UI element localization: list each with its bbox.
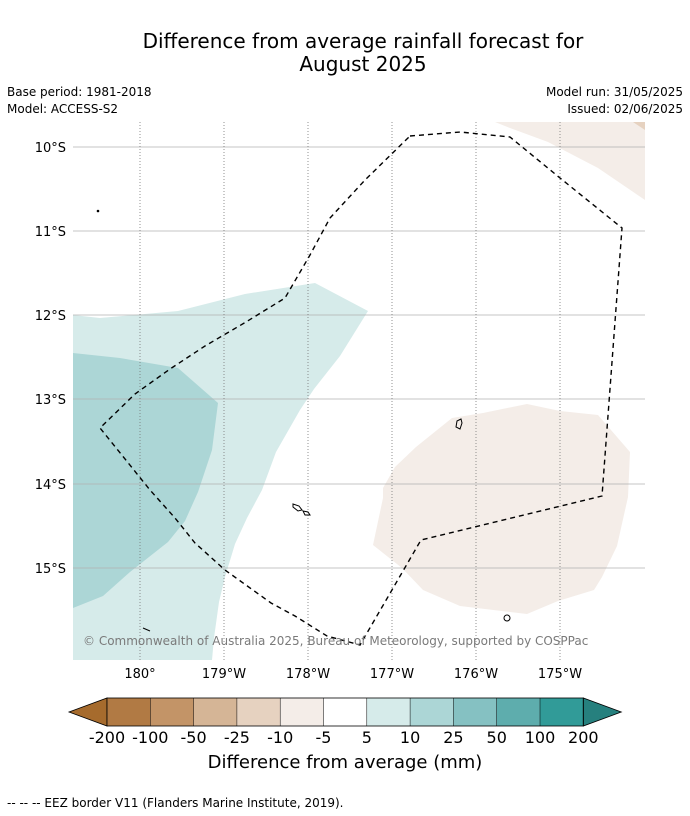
island-uvea-islet [292,503,303,512]
islands [96,209,511,632]
colorbar-segment [366,698,411,726]
lon-label-177w: 177°W [370,667,414,682]
colorbar-segment [236,698,281,726]
colorbar-segment [107,698,151,726]
eez-border [99,131,623,646]
colorbar-tick-label: 25 [443,728,463,747]
anomaly-region-slightly-dry-ne [495,122,645,200]
colorbar-extend-high [582,697,623,727]
colorbar-segment [410,698,454,726]
lat-label-11s: 11°S [35,225,66,240]
colorbar-tick-label: -100 [132,728,168,747]
colorbar: -200 -100 -50 -25 -10 -5 5 10 25 50 100 200 [67,697,623,747]
copyright-notice: © Commonwealth of Australia 2025, Bureau… [83,634,588,648]
island-dot [96,209,100,213]
island-futuna-islet [503,614,511,622]
title-line-1: Difference from average rainfall forecas… [142,29,584,53]
latitude-gridlines [73,146,645,569]
colorbar-tick-label: 10 [400,728,420,747]
colorbar-tick-label: -50 [181,728,207,747]
colorbar-tick-label: 100 [525,728,556,747]
colorbar-tick-label: 50 [487,728,507,747]
lon-label-179w: 179°W [202,667,246,682]
colorbar-segment [193,698,237,726]
issued-date: Issued: 02/06/2025 [567,102,683,116]
anomaly-region-wet-medium [73,353,218,608]
meta-right: Model run: 31/05/2025 Issued: 02/06/2025 [546,84,683,118]
lat-label-10s: 10°S [35,141,66,156]
lon-label-178w: 178°W [286,667,330,682]
colorbar-segment [280,698,324,726]
colorbar-segment [496,698,540,726]
colorbar-tick-label: -200 [89,728,125,747]
base-period: Base period: 1981-2018 [7,85,152,99]
colorbar-tick-label: -10 [267,728,293,747]
lon-label-176w: 176°W [454,667,498,682]
lat-label-14s: 14°S [35,478,66,493]
colorbar-tick-label: 200 [568,728,599,747]
meta-left: Base period: 1981-2018 Model: ACCESS-S2 [7,84,152,118]
anomaly-region-slightly-dry-se [373,404,630,614]
colorbar-tick-label: -5 [316,728,332,747]
colorbar-segment [453,698,497,726]
lat-label-15s: 15°S [35,562,66,577]
model-run: Model run: 31/05/2025 [545,85,683,99]
longitude-labels: 180° 179°W 178°W 177°W 176°W 175°W [124,667,582,682]
lat-label-12s: 12°S [35,309,66,324]
colorbar-title: Difference from average (mm) [207,752,483,773]
lon-label-180: 180° [124,667,155,682]
lat-label-13s: 13°S [35,393,66,408]
latitude-labels: 10°S 11°S 12°S 13°S 14°S 15°S [35,141,66,577]
rainfall-anomaly-fields [73,122,645,660]
colorbar-segment [150,698,194,726]
colorbar-segment [323,698,367,726]
colorbar-tick-label: 5 [362,728,372,747]
colorbar-segment [540,698,584,726]
colorbar-tick-label: -25 [224,728,250,747]
model-name: Model: ACCESS-S2 [7,102,119,116]
map-title: Difference from average rainfall forecas… [0,30,690,76]
island-wallis [455,418,463,430]
anomaly-region-dry-corner [633,122,645,130]
colorbar-outline [106,697,584,727]
island-alofi [142,627,151,632]
colorbar-extend-low [67,697,108,727]
map-panel: © Commonwealth of Australia 2025, Bureau… [73,122,645,660]
legend-footer: -- -- -- EEZ border V11 (Flanders Marine… [7,796,344,810]
lon-label-175w: 175°W [538,667,582,682]
title-line-2: August 2025 [299,52,427,76]
island-small-islet [302,510,311,516]
